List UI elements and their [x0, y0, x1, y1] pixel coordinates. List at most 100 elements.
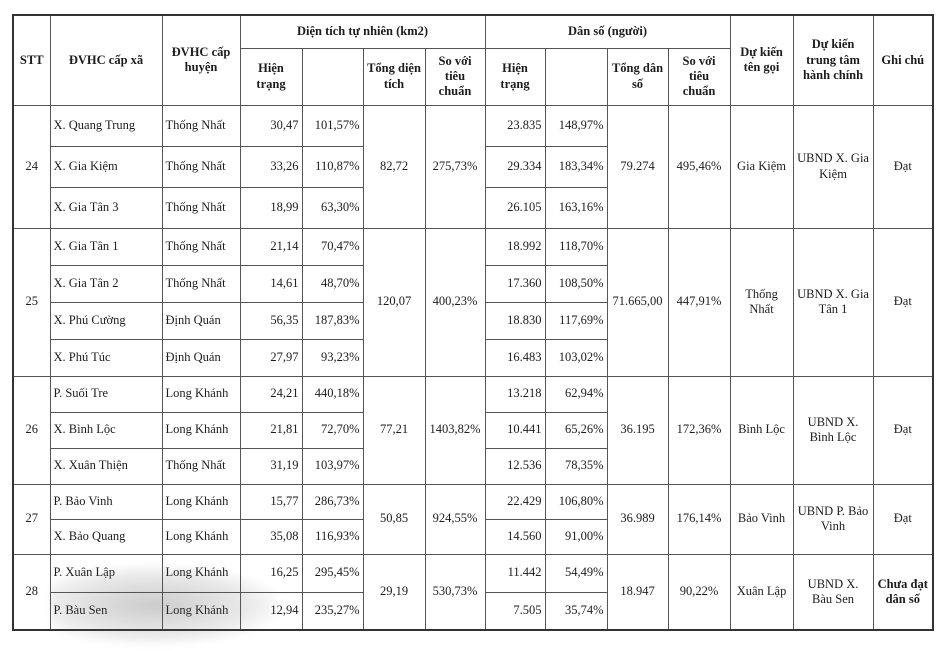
- cell-tong-dt: 120,07: [362, 227, 426, 377]
- cell-ds: 16.483: [484, 338, 546, 377]
- table-row: 28 P. Xuân Lập Long Khánh 16,25 295,45% …: [12, 553, 934, 631]
- header-area-group: Diện tích tự nhiên (km2): [239, 14, 486, 49]
- cell-ds-pct: 118,70%: [544, 227, 608, 266]
- cell-dt-pct: 235,27%: [301, 591, 364, 631]
- cell-ghi-chu: Đạt: [872, 375, 934, 485]
- cell-trung-tam: UBND P. Bảo Vinh: [792, 483, 874, 555]
- cell-tong-dt: 82,72: [362, 104, 426, 229]
- header-hien-trang-area: Hiện trạng: [239, 47, 303, 106]
- cell-ds: 26.105: [484, 186, 546, 229]
- table-row: X. Bảo Quang Long Khánh 35,08 116,93% 14…: [13, 518, 933, 555]
- cell-stt: 24: [12, 104, 51, 229]
- cell-dt: 16,25: [239, 553, 303, 593]
- cell-huyen: Định Quán: [161, 338, 241, 377]
- cell-dt-pct: 72,70%: [301, 411, 364, 449]
- table-row: 26 P. Suối Tre Long Khánh 24,21 440,18% …: [12, 375, 934, 485]
- cell-ds: 7.505: [484, 591, 546, 631]
- header-population-group: Dân số (người): [484, 14, 731, 49]
- cell-dt: 12,94: [239, 591, 303, 631]
- cell-trung-tam: UBND X. Bình Lộc: [792, 375, 874, 485]
- cell-dt-pct: 93,23%: [301, 338, 364, 377]
- cell-dt-pct: 70,47%: [301, 227, 364, 266]
- cell-huyen: Thống Nhất: [161, 145, 241, 188]
- admin-units-table: STT ĐVHC cấp xã ĐVHC cấp huyện Diện tích…: [12, 14, 935, 631]
- cell-ghi-chu: Đạt: [872, 483, 934, 555]
- cell-ds-pct: 54,49%: [544, 553, 608, 593]
- cell-dt-pct: 286,73%: [301, 483, 364, 520]
- cell-ds: 29.334: [484, 145, 546, 188]
- cell-ds-pct: 65,26%: [544, 411, 608, 449]
- cell-xa: X. Gia Tân 1: [49, 227, 163, 266]
- cell-dt: 24,21: [239, 375, 303, 413]
- header-ten-goi: Dự kiến tên gọi: [729, 14, 794, 106]
- cell-dt: 21,14: [239, 227, 303, 266]
- table-row: X. Bình Lộc Long Khánh 21,81 72,70% 10.4…: [13, 411, 933, 449]
- cell-huyen: Long Khánh: [161, 518, 241, 555]
- cell-ds: 12.536: [484, 447, 546, 485]
- cell-xa: X. Gia Tân 2: [49, 264, 163, 303]
- header-blank-area-pct: [301, 47, 364, 106]
- table-row: 27 P. Bảo Vinh Long Khánh 15,77 286,73% …: [12, 483, 934, 555]
- cell-stt: 26: [12, 375, 51, 485]
- cell-ds: 18.830: [484, 301, 546, 340]
- cell-xa: P. Bảo Vinh: [49, 483, 163, 520]
- cell-dt-pct: 101,57%: [301, 104, 364, 147]
- cell-dt-pct: 440,18%: [301, 375, 364, 413]
- cell-ghi-chu: Chưa đạt dân số: [872, 553, 934, 631]
- table-row: X. Gia Tân 3 Thống Nhất 18,99 63,30% 26.…: [13, 186, 933, 229]
- header-stt: STT: [12, 14, 51, 106]
- cell-dt-tieu-chuan: 400,23%: [424, 227, 486, 377]
- cell-dt-pct: 103,97%: [301, 447, 364, 485]
- cell-ds-pct: 183,34%: [544, 145, 608, 188]
- header-trung-tam: Dự kiến trung tâm hành chính: [792, 14, 874, 106]
- cell-ds-tieu-chuan: 495,46%: [667, 104, 731, 229]
- cell-xa: X. Xuân Thiện: [49, 447, 163, 485]
- cell-dt-pct: 48,70%: [301, 264, 364, 303]
- cell-dt: 14,61: [239, 264, 303, 303]
- cell-ds: 10.441: [484, 411, 546, 449]
- cell-xa: P. Bàu Sen: [49, 591, 163, 631]
- cell-ds-pct: 117,69%: [544, 301, 608, 340]
- cell-huyen: Thống Nhất: [161, 104, 241, 147]
- cell-dt-pct: 116,93%: [301, 518, 364, 555]
- cell-tong-ds: 36.195: [606, 375, 669, 485]
- cell-dt-tieu-chuan: 924,55%: [424, 483, 486, 555]
- cell-dt-pct: 295,45%: [301, 553, 364, 593]
- cell-dt-tieu-chuan: 275,73%: [424, 104, 486, 229]
- cell-huyen: Thống Nhất: [161, 186, 241, 229]
- table-row: X. Gia Kiệm Thống Nhất 33,26 110,87% 29.…: [13, 145, 933, 188]
- cell-dt: 33,26: [239, 145, 303, 188]
- cell-ten-goi: Gia Kiệm: [729, 104, 794, 229]
- cell-dt: 35,08: [239, 518, 303, 555]
- cell-ds: 18.992: [484, 227, 546, 266]
- cell-huyen: Long Khánh: [161, 411, 241, 449]
- cell-huyen: Long Khánh: [161, 591, 241, 631]
- header-ghi-chu: Ghi chú: [872, 14, 934, 106]
- cell-tong-ds: 36.989: [606, 483, 669, 555]
- cell-dt-tieu-chuan: 530,73%: [424, 553, 486, 631]
- cell-ds: 14.560: [484, 518, 546, 555]
- cell-huyen: Long Khánh: [161, 553, 241, 593]
- cell-ten-goi: Thống Nhất: [729, 227, 794, 377]
- header-so-voi-tieu-chuan-pop: So với tiêu chuẩn: [667, 47, 731, 106]
- cell-ds-pct: 91,00%: [544, 518, 608, 555]
- cell-ds-pct: 163,16%: [544, 186, 608, 229]
- cell-huyen: Long Khánh: [161, 375, 241, 413]
- cell-ds-tieu-chuan: 172,36%: [667, 375, 731, 485]
- cell-huyen: Long Khánh: [161, 483, 241, 520]
- header-tong-dan-so: Tổng dân số: [606, 47, 669, 106]
- cell-huyen: Thống Nhất: [161, 264, 241, 303]
- cell-xa: X. Phú Cường: [49, 301, 163, 340]
- cell-dt-pct: 110,87%: [301, 145, 364, 188]
- cell-ds-pct: 108,50%: [544, 264, 608, 303]
- cell-ds: 17.360: [484, 264, 546, 303]
- cell-ds-tieu-chuan: 447,91%: [667, 227, 731, 377]
- cell-ds-tieu-chuan: 176,14%: [667, 483, 731, 555]
- table-row: 24 X. Quang Trung Thống Nhất 30,47 101,5…: [12, 104, 934, 229]
- cell-xa: X. Phú Túc: [49, 338, 163, 377]
- cell-xa: X. Bảo Quang: [49, 518, 163, 555]
- cell-tong-dt: 77,21: [362, 375, 426, 485]
- cell-ghi-chu: Đạt: [872, 104, 934, 229]
- cell-dt-pct: 187,83%: [301, 301, 364, 340]
- cell-ds: 13.218: [484, 375, 546, 413]
